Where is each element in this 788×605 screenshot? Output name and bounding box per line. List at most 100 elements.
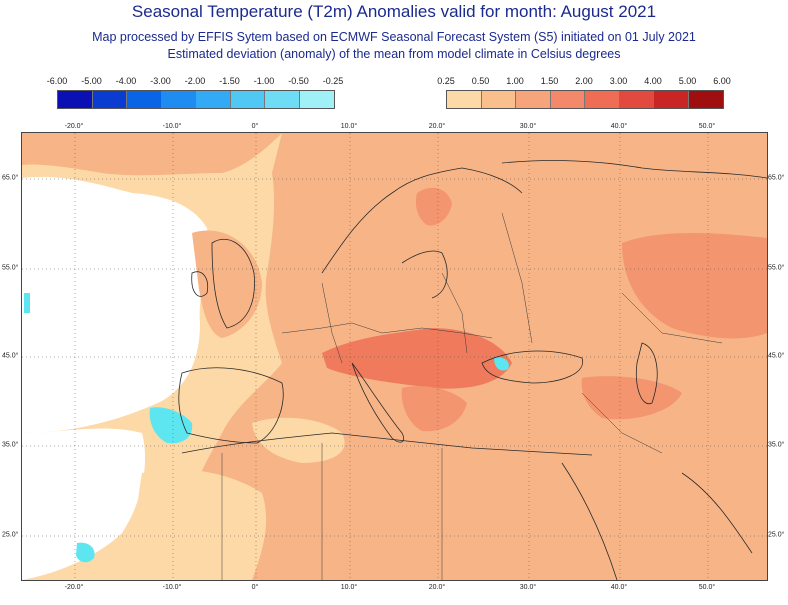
legend-label: 1.50 bbox=[540, 76, 559, 86]
latitude-label: 65.0° bbox=[768, 174, 785, 182]
legend-label: 5.00 bbox=[678, 76, 697, 86]
legend-label: 0.25 bbox=[437, 76, 455, 86]
legend-swatch bbox=[196, 91, 231, 108]
atlantic-neutral-zone bbox=[22, 176, 209, 433]
coastline-gulf bbox=[681, 472, 753, 554]
longitude-label: -20.0° bbox=[64, 123, 84, 130]
legend-label: 3.00 bbox=[609, 76, 628, 86]
coastline-ireland bbox=[191, 271, 209, 297]
legend-swatch bbox=[481, 91, 516, 108]
longitude-label: -10.0° bbox=[162, 123, 182, 130]
cold-anomaly-iberia-coast bbox=[149, 407, 193, 444]
latitude-label: 45.0° bbox=[768, 352, 785, 360]
coastline-caspian bbox=[635, 342, 658, 405]
units-note: Estimated deviation (anomaly) of the mea… bbox=[167, 47, 621, 61]
legend-label: -0.50 bbox=[288, 76, 309, 86]
longitude-label: 30.0° bbox=[519, 123, 537, 130]
processing-note: Map processed by EFFIS Sytem based on EC… bbox=[92, 30, 696, 44]
longitude-label: -10.0° bbox=[162, 584, 182, 591]
border-east-europe bbox=[441, 272, 468, 354]
legend-swatch bbox=[127, 91, 162, 108]
legend-swatch bbox=[585, 91, 620, 108]
longitude-label: 0° bbox=[251, 123, 259, 130]
latitude-label: 25.0° bbox=[768, 531, 785, 539]
latitude-label: 65.0° bbox=[2, 174, 19, 182]
legend-label: -0.25 bbox=[322, 76, 344, 86]
border-middle-east bbox=[581, 392, 663, 454]
legend-label: -5.00 bbox=[81, 76, 102, 86]
anomaly-field-mid-uk bbox=[192, 230, 262, 338]
latitude-label: 45.0° bbox=[2, 352, 19, 360]
cold-anomaly-black-sea bbox=[494, 357, 509, 371]
anomaly-hotspot-russia bbox=[622, 233, 767, 339]
cold-anomaly-canary bbox=[76, 542, 95, 563]
coastline-north-africa bbox=[181, 432, 593, 456]
anomaly-hotspot-balkans bbox=[401, 386, 467, 432]
longitude-label: 20.0° bbox=[428, 123, 446, 130]
anomaly-hotspot-alps bbox=[322, 328, 512, 389]
anomaly-field-light-med bbox=[252, 417, 345, 463]
legend-swatch bbox=[265, 91, 300, 108]
legend-swatch bbox=[58, 91, 93, 108]
graticule bbox=[22, 133, 767, 580]
coastlines bbox=[178, 160, 767, 580]
legend-label: -1.00 bbox=[253, 76, 275, 86]
latitude-label: 35.0° bbox=[2, 441, 19, 449]
longitude-label: 50.0° bbox=[698, 584, 716, 591]
coastline-red-sea bbox=[561, 462, 618, 580]
legend-swatch bbox=[447, 91, 482, 108]
legend-swatch bbox=[230, 91, 265, 108]
border-west-europe bbox=[281, 322, 493, 339]
legend-swatch bbox=[619, 91, 654, 108]
map-title: Seasonal Temperature (T2m) Anomalies val… bbox=[131, 2, 657, 21]
legend-label: -3.00 bbox=[150, 76, 171, 86]
legend-swatch bbox=[654, 91, 689, 108]
coastline-arctic bbox=[501, 160, 767, 179]
legend-label: 2.00 bbox=[575, 76, 593, 86]
legend-swatch bbox=[161, 91, 196, 108]
legend-swatch bbox=[299, 91, 334, 108]
border-central-europe bbox=[321, 282, 343, 364]
country-borders bbox=[221, 212, 723, 580]
latitude-label: 25.0° bbox=[2, 531, 19, 539]
cold-anomaly-atlantic bbox=[24, 293, 30, 313]
border-russia bbox=[501, 212, 533, 344]
atlantic-neutral-zone-south bbox=[22, 428, 146, 580]
legend-swatch bbox=[688, 91, 723, 108]
longitude-label: 0° bbox=[251, 584, 259, 591]
legend-label: 6.00 bbox=[713, 76, 731, 86]
coastline-baltic bbox=[401, 250, 448, 299]
legend-label: -4.00 bbox=[115, 76, 137, 86]
longitude-label: 10.0° bbox=[340, 584, 358, 591]
latitude-label: 35.0° bbox=[768, 441, 785, 449]
anomaly-hotspot-scandinavia bbox=[415, 187, 452, 226]
longitude-label: 40.0° bbox=[610, 584, 628, 591]
coastline-norway bbox=[321, 167, 523, 274]
longitude-label: 50.0° bbox=[698, 123, 716, 130]
longitude-label: -20.0° bbox=[64, 584, 84, 591]
anomaly-map bbox=[21, 132, 768, 581]
latitude-label: 55.0° bbox=[768, 264, 785, 272]
longitude-label: 20.0° bbox=[428, 584, 446, 591]
legend-label: 4.00 bbox=[644, 76, 662, 86]
negative-anomaly-legend bbox=[57, 90, 335, 109]
legend-swatch bbox=[516, 91, 551, 108]
legend-label: -2.00 bbox=[184, 76, 206, 86]
latitude-label: 55.0° bbox=[2, 264, 19, 272]
coastline-italy bbox=[351, 362, 405, 443]
longitude-label: 40.0° bbox=[610, 123, 628, 130]
anomaly-hotspot-turkey bbox=[581, 376, 682, 420]
legend-label: 0.50 bbox=[471, 76, 490, 86]
coastline-black-sea bbox=[481, 350, 583, 384]
anomaly-field-light-sahara bbox=[132, 469, 267, 580]
anomaly-field-mid-west bbox=[22, 133, 282, 176]
positive-anomaly-legend bbox=[446, 90, 724, 109]
map-canvas bbox=[22, 133, 767, 580]
legend-label: -6.00 bbox=[46, 76, 68, 86]
longitude-label: 10.0° bbox=[340, 123, 358, 130]
legend-swatch bbox=[550, 91, 585, 108]
border-caucasus bbox=[621, 292, 723, 344]
legend-swatch bbox=[92, 91, 127, 108]
legend-label: -1.50 bbox=[219, 76, 240, 86]
legend-label: 1.00 bbox=[506, 76, 524, 86]
